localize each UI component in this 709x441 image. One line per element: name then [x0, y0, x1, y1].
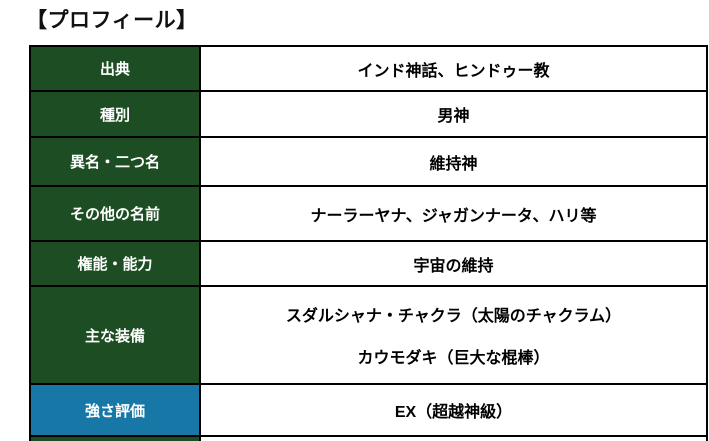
row-header-alias: 異名・二つ名: [31, 138, 201, 185]
row-header-type: 種別: [31, 92, 201, 136]
partial-row-header: [31, 437, 201, 441]
table-row-equipment: 主な装備 スダルシャナ・チャクラ（太陽のチャクラム） カウモダキ（巨大な棍棒）: [31, 287, 706, 385]
row-header-strength: 強さ評価: [31, 385, 201, 435]
row-header-powers: 権能・能力: [31, 242, 201, 285]
table-row-powers: 権能・能力 宇宙の維持: [31, 242, 706, 287]
table-row-type: 種別 男神: [31, 92, 706, 138]
table-row-other-names: その他の名前 ナーラーヤナ、ジャガンナータ、ハリ等: [31, 187, 706, 242]
row-value-strength: EX（超越神級）: [201, 385, 706, 435]
row-value-alias: 維持神: [201, 138, 706, 185]
profile-table: 出典 インド神話、ヒンドゥー教 種別 男神 異名・二つ名 維持神 その他の名前 …: [29, 45, 708, 441]
row-header-equipment: 主な装備: [31, 287, 201, 383]
table-row-alias: 異名・二つ名 維持神: [31, 138, 706, 187]
row-value-type: 男神: [201, 92, 706, 136]
row-value-powers: 宇宙の維持: [201, 242, 706, 285]
row-value-source: インド神話、ヒンドゥー教: [201, 47, 706, 90]
row-header-source: 出典: [31, 47, 201, 90]
table-row-strength: 強さ評価 EX（超越神級）: [31, 385, 706, 437]
row-header-other-names: その他の名前: [31, 187, 201, 240]
equipment-line-2: カウモダキ（巨大な棍棒）: [357, 350, 550, 367]
table-row-partial-clipped: [31, 437, 706, 441]
partial-row-value: [201, 437, 706, 441]
row-value-equipment: スダルシャナ・チャクラ（太陽のチャクラム） カウモダキ（巨大な棍棒）: [201, 287, 706, 383]
table-row-source: 出典 インド神話、ヒンドゥー教: [31, 47, 706, 92]
equipment-line-1: スダルシャナ・チャクラ（太陽のチャクラム）: [285, 308, 622, 325]
row-value-other-names: ナーラーヤナ、ジャガンナータ、ハリ等: [201, 187, 706, 240]
page-title: 【プロフィール】: [26, 9, 198, 32]
